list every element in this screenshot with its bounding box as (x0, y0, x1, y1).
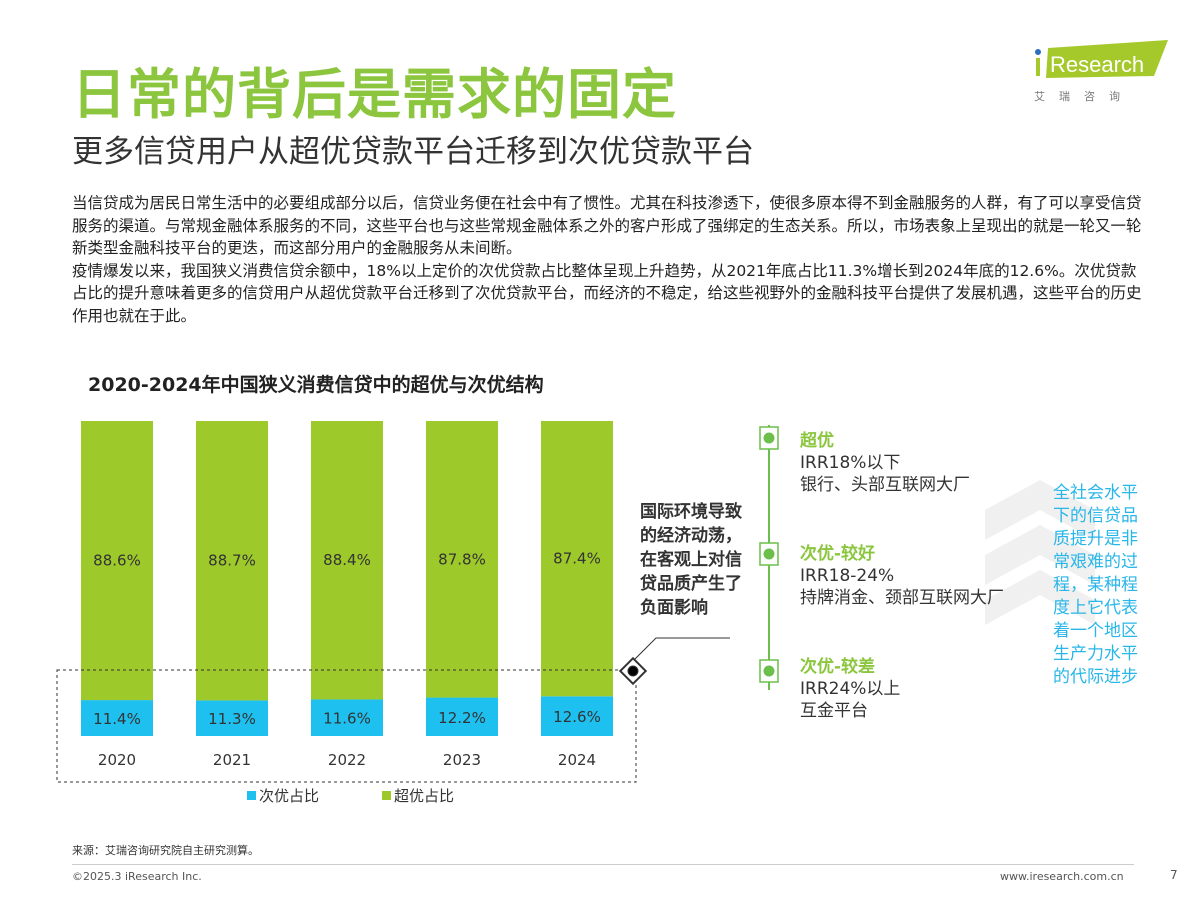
data-label: 87.4% (553, 550, 601, 568)
data-label: 88.7% (208, 552, 256, 570)
tier-institutions: 互金平台 (800, 701, 868, 721)
logo-cn: 艾瑞咨询 (1034, 90, 1134, 103)
paragraph: 当信贷成为居民日常生活中的必要组成部分以后，信贷业务便在社会中有了惯性。尤其在科… (72, 194, 1142, 257)
bar-super-prime-2022 (311, 421, 383, 700)
note-connector (618, 637, 730, 686)
data-label: 88.4% (323, 551, 371, 569)
page-subtitle: 更多信贷用户从超优贷款平台迁移到次优贷款平台 (72, 134, 754, 170)
bar-near-prime-2023 (426, 697, 498, 736)
paragraph: 疫情爆发以来，我国狭义消费信贷余额中，18%以上定价的次优贷款占比整体呈现上升趋… (72, 261, 1142, 325)
bar-near-prime-2024 (541, 696, 613, 736)
chart-title: 2020-2024年中国狭义消费信贷中的超优与次优结构 (88, 374, 544, 396)
svg-text:Research: Research (1050, 52, 1144, 77)
data-label: 12.6% (553, 708, 601, 726)
data-label: 11.4% (93, 710, 141, 728)
tier-name: 次优-较好 (800, 544, 876, 564)
tier-name: 次优-较差 (800, 657, 876, 677)
highlight-box (56, 669, 637, 783)
data-label: 11.3% (208, 710, 256, 728)
source-note: 来源：艾瑞咨询研究院自主研究测算。 (72, 844, 259, 857)
footer-divider (72, 864, 1134, 865)
bar-near-prime-2021 (196, 700, 268, 736)
page-number: 7 (1170, 868, 1178, 882)
chevron-up-icon (985, 480, 1095, 625)
x-tick-label: 2021 (213, 751, 251, 769)
data-label: 87.8% (438, 550, 486, 568)
legend-label: 超优占比 (394, 787, 454, 805)
data-label: 11.6% (323, 710, 371, 728)
tier-near-prime-good: 次优-较好 IRR18-24% 持牌消金、颈部互联网大厂 (800, 543, 1004, 609)
bar-super-prime-2020 (81, 421, 153, 701)
x-tick-label: 2023 (443, 751, 481, 769)
bar-super-prime-2024 (541, 421, 613, 697)
iresearch-logo: Research (1035, 40, 1168, 78)
tier-near-prime-poor: 次优-较差 IRR24%以上 互金平台 (800, 656, 900, 722)
tier-irr: IRR24%以上 (800, 679, 901, 699)
data-label: 88.6% (93, 552, 141, 570)
legend-swatch (382, 791, 391, 800)
bar-super-prime-2023 (426, 421, 498, 698)
tier-irr: IRR18%以下 (800, 453, 901, 473)
tier-timeline (759, 425, 779, 690)
website-link[interactable]: www.iresearch.com.cn (1000, 870, 1124, 883)
copyright: ©2025.3 iResearch Inc. (72, 870, 202, 883)
annotation-note: 国际环境导致的经济动荡，在客观上对信贷品质产生了负面影响 (640, 502, 742, 618)
tier-institutions: 持牌消金、颈部互联网大厂 (800, 588, 1004, 608)
x-tick-label: 2022 (328, 751, 366, 769)
side-note: 全社会水平下的信贷品质提升是非常艰难的过程，某种程度上它代表着一个地区生产力水平… (1053, 483, 1138, 687)
tier-irr: IRR18-24% (800, 566, 895, 586)
bar-near-prime-2020 (81, 700, 153, 736)
tier-super-prime: 超优 IRR18%以下 银行、头部互联网大厂 (800, 430, 970, 496)
legend-label: 次优占比 (259, 787, 319, 805)
tier-institutions: 银行、头部互联网大厂 (800, 475, 970, 495)
x-tick-label: 2024 (558, 751, 596, 769)
data-label: 12.2% (438, 709, 486, 727)
bar-near-prime-2022 (311, 699, 383, 736)
tier-name: 超优 (800, 431, 834, 451)
bar-super-prime-2021 (196, 421, 268, 701)
x-tick-label: 2020 (98, 751, 136, 769)
legend-swatch (247, 791, 256, 800)
body-text: 当信贷成为居民日常生活中的必要组成部分以后，信贷业务便在社会中有了惯性。尤其在科… (72, 192, 1142, 327)
page-title: 日常的背后是需求的固定 (72, 63, 677, 126)
